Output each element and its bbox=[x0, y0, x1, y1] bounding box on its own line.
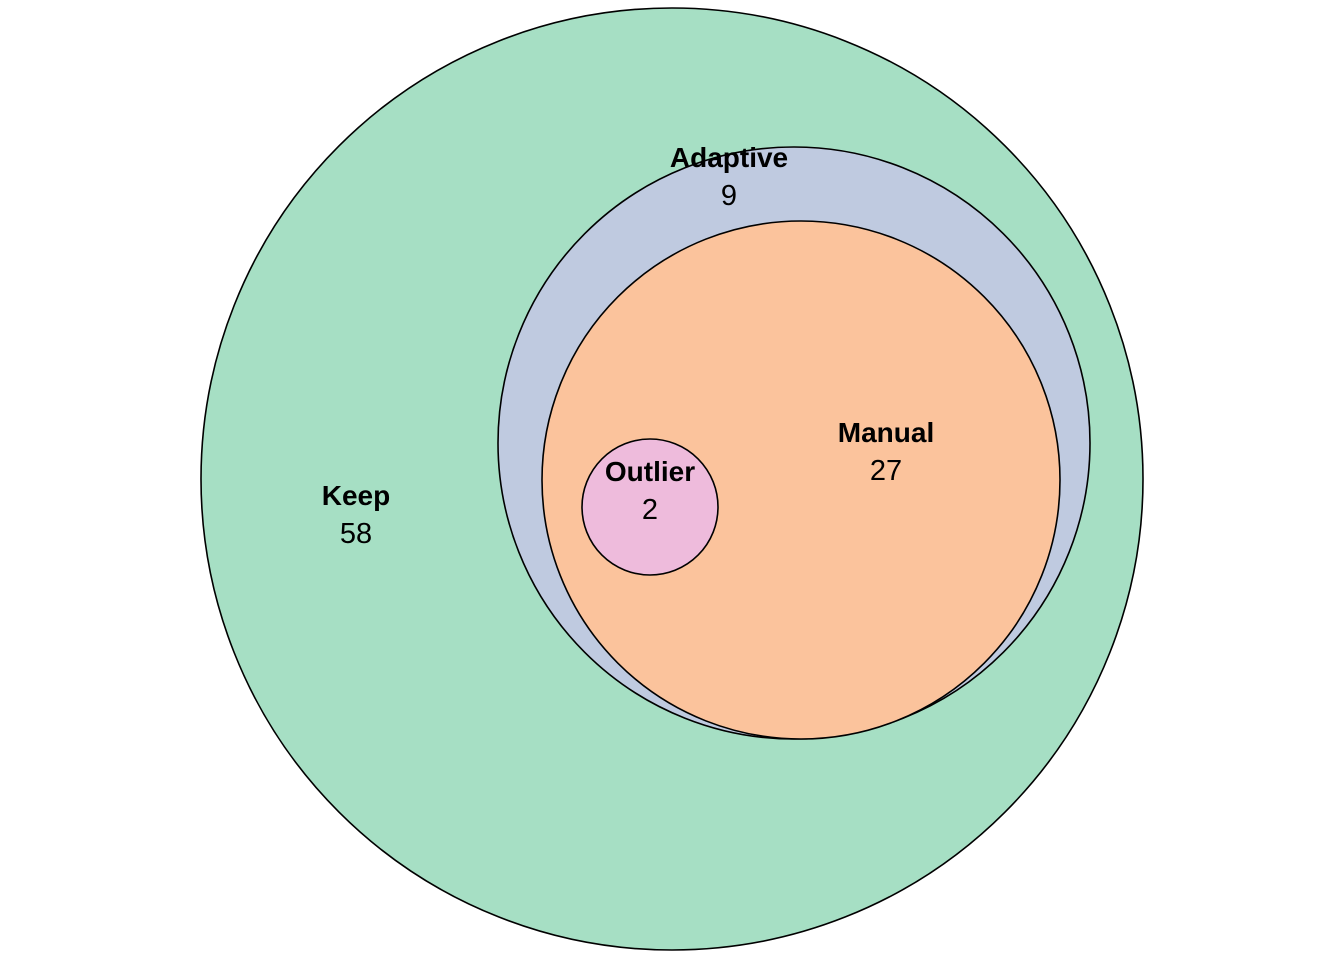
adaptive-label: Adaptive 9 bbox=[670, 142, 788, 212]
keep-name: Keep bbox=[322, 480, 390, 511]
keep-label: Keep 58 bbox=[322, 480, 390, 550]
outlier-circle bbox=[581, 438, 719, 576]
adaptive-count: 9 bbox=[721, 180, 737, 212]
manual-name: Manual bbox=[838, 417, 934, 448]
manual-count: 27 bbox=[870, 455, 902, 487]
adaptive-name: Adaptive bbox=[670, 142, 788, 173]
manual-label: Manual 27 bbox=[838, 417, 934, 487]
outlier-label: Outlier 2 bbox=[605, 456, 695, 526]
manual-circle bbox=[541, 220, 1061, 740]
outlier-count: 2 bbox=[642, 494, 658, 526]
keep-count: 58 bbox=[340, 518, 372, 550]
outlier-name: Outlier bbox=[605, 456, 695, 487]
